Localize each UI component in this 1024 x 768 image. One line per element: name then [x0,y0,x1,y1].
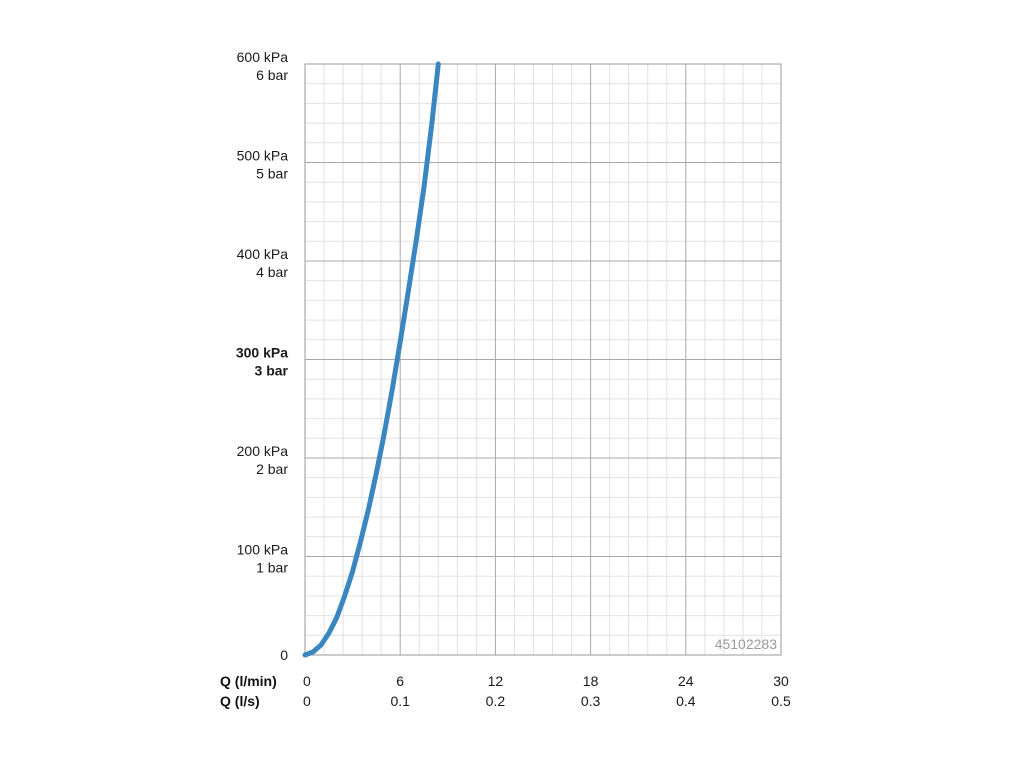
y-tick-label-bar: 5 bar [256,166,288,182]
major-grid [305,64,781,655]
y-tick-label-bar: 1 bar [256,560,288,576]
x-tick-label-lmin: 6 [396,673,404,689]
y-tick-label-bar: 4 bar [256,264,288,280]
x-tick-label-lmin: 24 [678,673,694,689]
x-axis-labels: Q (l/min) Q (l/s) [220,673,277,709]
x-tick-label-lmin: 0 [303,673,311,689]
y-tick-label-kpa: 500 kPa [237,148,289,164]
y-tick-label: 0 [280,647,288,663]
y-tick-label-bar: 6 bar [256,67,288,83]
x-axis-label-lmin: Q (l/min) [220,673,277,689]
x-tick-label-ls: 0.2 [486,693,506,709]
x-tick-label-ls: 0.3 [581,693,601,709]
x-tick-label-lmin: 30 [773,673,789,689]
x-tick-label-lmin: 12 [488,673,504,689]
x-axis-tick-labels: 0 6 12 18 24 30 0 0.1 0.2 0.3 0.4 0.5 [303,673,791,709]
plot-area-border [304,63,782,656]
y-tick-label-kpa: 200 kPa [237,443,289,459]
y-tick-label-kpa: 300 kPa [236,345,288,361]
y-tick-label-bar: 2 bar [256,461,288,477]
y-tick-label-bar: 3 bar [255,363,289,379]
y-tick-label-kpa: 600 kPa [237,49,289,65]
y-axis-tick-labels: 0 100 kPa 1 bar 200 kPa 2 bar 300 kPa 3 bar 400… [236,49,289,663]
x-tick-label-ls: 0.1 [390,693,410,709]
x-tick-label-ls: 0 [303,693,311,709]
flow-curve-line [302,61,441,658]
y-tick-label-kpa: 400 kPa [237,246,289,262]
x-axis-label-ls: Q (l/s) [220,693,260,709]
y-tick-label-kpa: 100 kPa [237,542,289,558]
x-tick-label-ls: 0.4 [676,693,696,709]
x-tick-label-ls: 0.5 [771,693,791,709]
x-tick-label-lmin: 18 [583,673,599,689]
product-code-label: 45102283 [715,636,778,652]
